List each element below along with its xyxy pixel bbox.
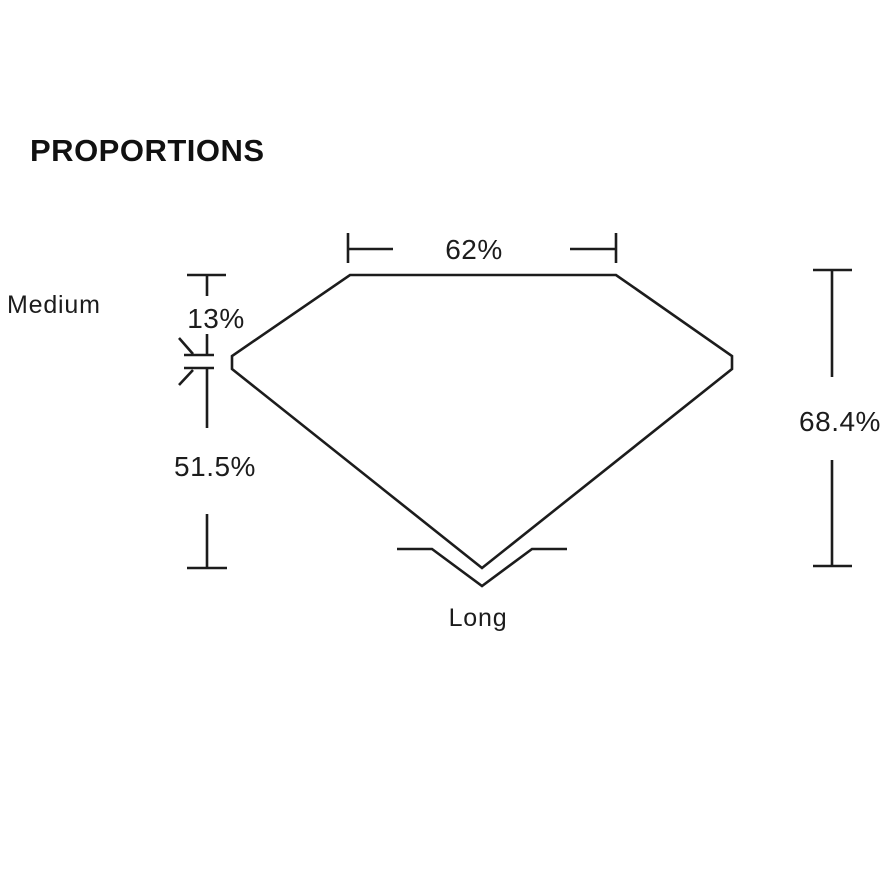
pavilion-depth-label: 51.5%	[174, 451, 256, 482]
girdle-thickness-label: Medium	[7, 291, 101, 319]
culet-chevron	[397, 547, 567, 588]
table-width-dimension	[346, 233, 618, 263]
crown-height-label: 13%	[187, 303, 245, 334]
total-depth-dimension	[813, 268, 852, 568]
page-title: PROPORTIONS	[30, 133, 265, 168]
crown-pavilion-dimension	[178, 273, 227, 570]
diamond-outline	[230, 273, 734, 570]
total-depth-label: 68.4%	[799, 406, 881, 437]
culet-size-label: Long	[449, 604, 508, 632]
table-width-label: 62%	[445, 234, 503, 265]
